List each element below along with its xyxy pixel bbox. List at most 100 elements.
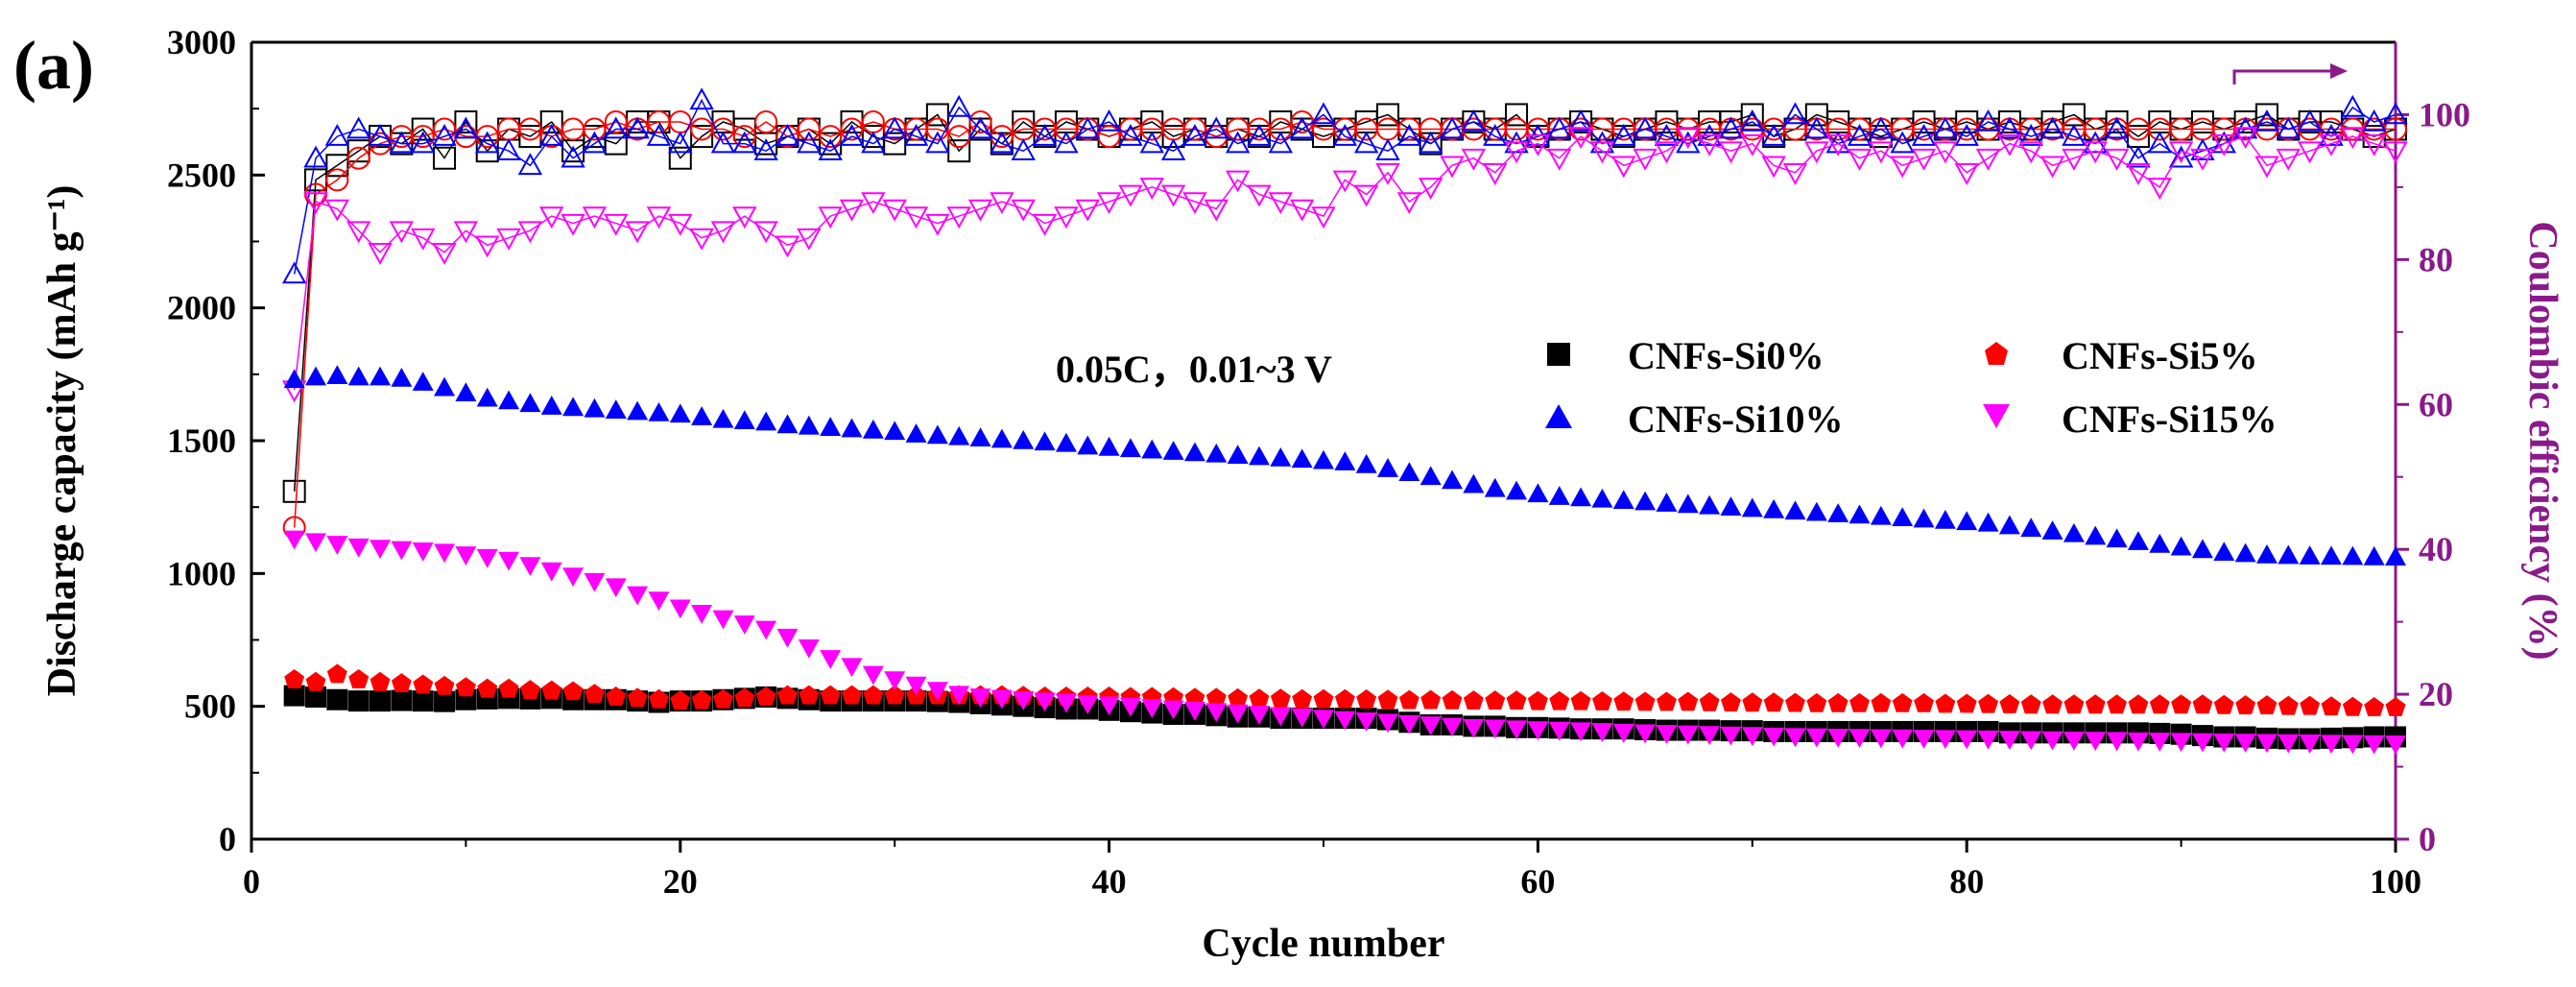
point-cnfs-si15-ce [2083, 141, 2108, 164]
point-cnfs-si5 [584, 684, 605, 704]
point-cnfs-si15-ce [2039, 156, 2065, 179]
point-cnfs-si15-ce [1011, 199, 1036, 222]
point-cnfs-si10-ce [1353, 131, 1379, 154]
point-cnfs-si10 [2063, 522, 2085, 542]
point-cnfs-si15-ce [1419, 178, 1443, 200]
point-cnfs-si10 [305, 366, 327, 386]
point-cnfs-si15-ce [1440, 156, 1465, 179]
point-cnfs-si10 [1956, 511, 1978, 531]
point-cnfs-si10-ce [1204, 116, 1228, 139]
point-cnfs-si0 [370, 690, 392, 712]
y-tick-label: 500 [184, 687, 236, 726]
point-cnfs-si15 [926, 682, 948, 702]
point-cnfs-si5-ce [411, 125, 435, 149]
point-cnfs-si15 [1463, 719, 1485, 738]
point-cnfs-si0-ce [1012, 110, 1036, 133]
point-cnfs-si15-ce [1589, 141, 1615, 164]
point-cnfs-si5 [2149, 694, 2170, 714]
point-cnfs-si15-ce [1761, 156, 1786, 179]
point-cnfs-si15-ce [668, 213, 693, 236]
point-cnfs-si5-ce [1269, 117, 1293, 141]
point-cnfs-si15 [1720, 726, 1742, 746]
point-cnfs-si10-ce [903, 124, 929, 146]
point-cnfs-si5 [799, 685, 820, 705]
point-cnfs-si10 [1141, 439, 1163, 459]
point-cnfs-si5 [2364, 697, 2385, 716]
point-cnfs-si5 [1849, 692, 1870, 712]
y-tick-label: 0 [219, 820, 236, 858]
y-tick-label: 2000 [167, 289, 236, 327]
point-cnfs-si10-ce [1054, 131, 1079, 154]
point-cnfs-si15-ce [1247, 184, 1272, 207]
point-cnfs-si10-ce [281, 261, 307, 284]
point-cnfs-si15 [1162, 700, 1184, 720]
point-cnfs-si10 [455, 382, 477, 401]
point-cnfs-si15 [1442, 717, 1464, 737]
point-cnfs-si15-ce [1954, 163, 1979, 185]
point-cnfs-si15 [1506, 720, 1528, 740]
point-cnfs-si5 [1657, 691, 1677, 711]
point-cnfs-si15 [1313, 710, 1334, 730]
point-cnfs-si15-ce [1676, 127, 1701, 150]
point-cnfs-si15 [283, 530, 305, 550]
point-cnfs-si15-ce [839, 199, 865, 222]
point-cnfs-si10 [1227, 445, 1249, 465]
point-cnfs-si5 [1956, 693, 1977, 713]
point-cnfs-si10-ce [1568, 108, 1593, 132]
point-cnfs-si10 [2170, 536, 2192, 556]
point-cnfs-si10 [969, 427, 991, 447]
point-cnfs-si10 [2106, 528, 2128, 548]
point-cnfs-si5 [1270, 688, 1291, 709]
point-cnfs-si15-ce [1353, 184, 1379, 207]
point-cnfs-si15-ce [1311, 206, 1336, 229]
point-cnfs-si15 [798, 639, 820, 659]
point-cnfs-si10 [1034, 431, 1056, 451]
point-cnfs-si10 [2213, 542, 2235, 561]
point-cnfs-si15 [498, 551, 520, 571]
point-cnfs-si15-ce [1225, 170, 1251, 193]
series-line-cnfs-si5-ce [293, 121, 2396, 528]
point-cnfs-si5 [1205, 687, 1227, 708]
point-cnfs-si5 [1527, 690, 1548, 710]
point-cnfs-si10-ce [582, 131, 608, 154]
point-cnfs-si0-ce [282, 479, 306, 503]
point-cnfs-si15 [1784, 728, 1806, 748]
point-cnfs-si5 [1721, 692, 1741, 711]
point-cnfs-si10-ce [1182, 124, 1207, 146]
point-cnfs-si15-ce [2340, 127, 2366, 150]
point-cnfs-si15-ce [1182, 192, 1207, 215]
point-cnfs-si15-ce [1118, 184, 1143, 207]
point-cnfs-si5 [1398, 689, 1419, 710]
point-cnfs-si10-ce [1311, 102, 1336, 125]
point-cnfs-si15 [1398, 714, 1420, 734]
point-cnfs-si15 [1484, 719, 1506, 739]
point-cnfs-si15-ce [1718, 141, 1744, 164]
point-cnfs-si10 [1291, 448, 1313, 469]
point-cnfs-si10 [1098, 436, 1120, 456]
point-cnfs-si5-ce [583, 117, 607, 141]
point-cnfs-si15 [1334, 710, 1356, 731]
point-cnfs-si10-ce [561, 145, 585, 168]
point-cnfs-si10 [2127, 531, 2149, 550]
point-cnfs-si0 [412, 690, 434, 712]
point-cnfs-si15-ce [1890, 156, 1915, 179]
point-cnfs-si15-ce [1933, 141, 1958, 164]
point-cnfs-si15 [1377, 713, 1399, 734]
point-cnfs-si15 [969, 688, 991, 708]
point-cnfs-si15-ce [1096, 192, 1122, 215]
point-cnfs-si5 [649, 688, 669, 709]
point-cnfs-si10 [2320, 545, 2342, 566]
point-cnfs-si10 [1013, 430, 1035, 449]
point-cnfs-si10-ce [818, 138, 843, 160]
point-cnfs-si15 [326, 536, 348, 555]
point-cnfs-si15-ce [2147, 178, 2172, 200]
point-cnfs-si15-ce [1697, 133, 1722, 156]
series-cnfs-si0-ce [282, 103, 2407, 503]
point-cnfs-si5-ce [840, 117, 864, 141]
point-cnfs-si10-ce [1289, 116, 1315, 139]
point-cnfs-si15 [1656, 725, 1678, 744]
point-cnfs-si10 [2041, 520, 2063, 540]
point-cnfs-si5 [520, 680, 540, 699]
point-cnfs-si10 [584, 397, 606, 418]
point-cnfs-si0 [347, 690, 370, 712]
